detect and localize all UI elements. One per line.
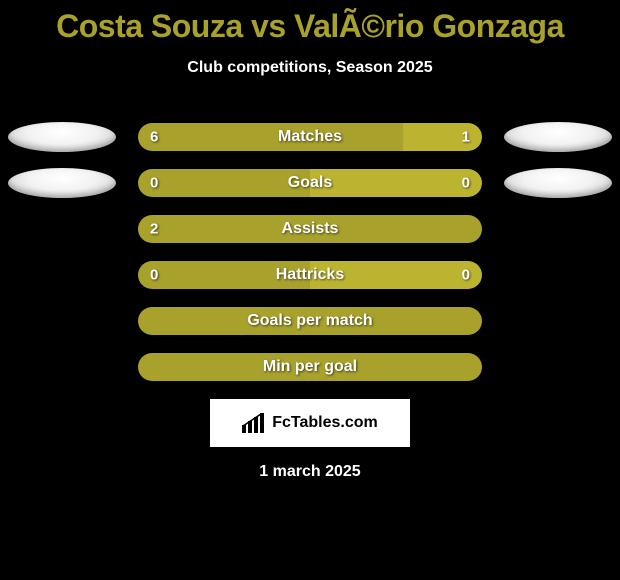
team-badge-right	[504, 168, 612, 198]
stat-bar: Goals per match	[138, 307, 482, 335]
chart-icon	[242, 413, 266, 433]
stat-bar-right	[310, 169, 482, 197]
stat-bar: 00Hattricks	[138, 261, 482, 289]
team-badge-left	[8, 168, 116, 198]
stat-value-left: 0	[150, 267, 158, 284]
stat-row: 00Hattricks	[10, 261, 610, 289]
page-subtitle: Club competitions, Season 2025	[0, 59, 620, 77]
stat-bar-left	[138, 215, 482, 243]
stat-value-right: 1	[462, 129, 470, 146]
stat-bar-left	[138, 123, 403, 151]
footer-date: 1 march 2025	[0, 463, 620, 481]
page-title: Costa Souza vs ValÃ©rio Gonzaga	[0, 0, 620, 45]
stat-rows: 61Matches00Goals2Assists00HattricksGoals…	[0, 123, 620, 381]
stat-bar-left	[138, 353, 482, 381]
stat-row: Min per goal	[10, 353, 610, 381]
stat-row: 2Assists	[10, 215, 610, 243]
stat-row: 61Matches	[10, 123, 610, 151]
stat-bar-right	[403, 123, 482, 151]
stat-value-right: 0	[462, 175, 470, 192]
stat-row: 00Goals	[10, 169, 610, 197]
stat-value-left: 2	[150, 221, 158, 238]
team-badge-left	[8, 122, 116, 152]
stat-bar: 61Matches	[138, 123, 482, 151]
stat-row: Goals per match	[10, 307, 610, 335]
stat-bar: Min per goal	[138, 353, 482, 381]
stat-bar: 00Goals	[138, 169, 482, 197]
stat-value-left: 0	[150, 175, 158, 192]
stat-bar-left	[138, 307, 482, 335]
stat-value-left: 6	[150, 129, 158, 146]
stat-bar-right	[310, 261, 482, 289]
stat-value-right: 0	[462, 267, 470, 284]
logo-text: FcTables.com	[272, 414, 378, 432]
logo-box: FcTables.com	[210, 399, 410, 447]
stat-bar: 2Assists	[138, 215, 482, 243]
stat-bar-left	[138, 261, 310, 289]
team-badge-right	[504, 122, 612, 152]
stat-bar-left	[138, 169, 310, 197]
